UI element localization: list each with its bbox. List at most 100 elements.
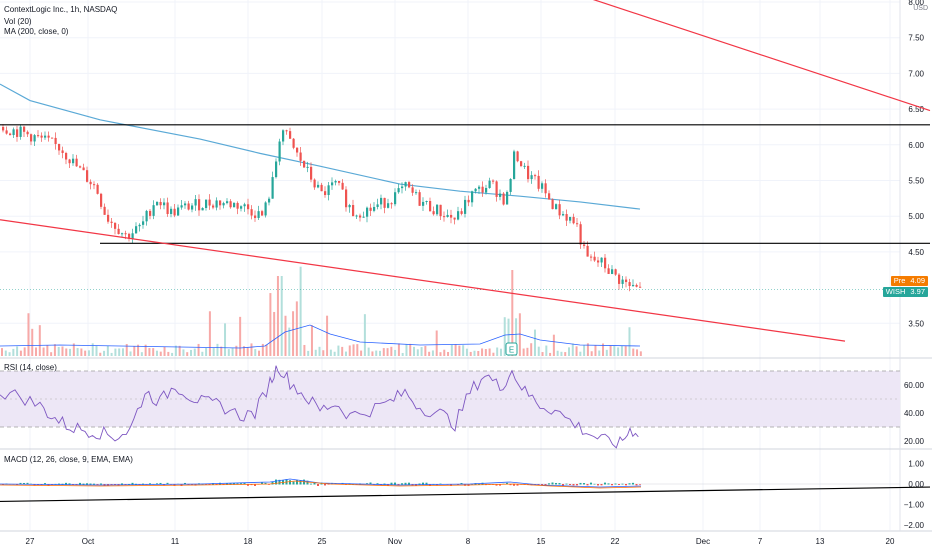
volume-bar bbox=[371, 351, 374, 356]
volume-bar bbox=[511, 270, 514, 356]
candle-body bbox=[170, 208, 173, 215]
volume-bar bbox=[386, 348, 389, 356]
volume-bar bbox=[57, 346, 60, 356]
volume-bar bbox=[344, 351, 347, 356]
volume-bar bbox=[121, 348, 124, 356]
candle-body bbox=[114, 222, 117, 229]
volume-bar bbox=[284, 315, 287, 356]
macd-histogram-bar bbox=[604, 482, 606, 485]
candle-body bbox=[383, 197, 386, 208]
macd-histogram-bar bbox=[572, 484, 575, 486]
candle-body bbox=[9, 133, 12, 136]
macd-histogram-bar bbox=[114, 484, 116, 485]
candle-body bbox=[292, 138, 295, 148]
volume-bar bbox=[590, 351, 593, 356]
candle-body bbox=[390, 203, 393, 205]
volume-bar bbox=[568, 347, 570, 356]
candle-body bbox=[68, 159, 71, 164]
candle-body bbox=[579, 224, 582, 245]
candle-body bbox=[432, 211, 435, 215]
volume-bar bbox=[137, 344, 140, 356]
volume-bar bbox=[541, 352, 544, 356]
pre-market-price-badge: Pre 4.09 bbox=[890, 276, 928, 286]
volume-bar bbox=[276, 276, 279, 356]
macd-histogram-bar bbox=[33, 484, 36, 486]
candle-body bbox=[485, 187, 488, 193]
volume-bar bbox=[571, 343, 574, 356]
volume-bar bbox=[303, 344, 306, 356]
candle-body bbox=[415, 192, 418, 194]
candle-body bbox=[285, 130, 288, 132]
volume-bar bbox=[583, 345, 586, 356]
macd-histogram-bar bbox=[516, 484, 519, 486]
x-axis-label: 27 bbox=[26, 537, 35, 546]
macd-histogram-bar bbox=[593, 483, 596, 485]
candle-body bbox=[243, 204, 246, 207]
candle-body bbox=[212, 205, 215, 208]
volume-bar bbox=[375, 350, 378, 356]
last-price-badge: WISH 3.97 bbox=[882, 287, 928, 297]
candle-body bbox=[110, 221, 113, 223]
candle-body bbox=[37, 135, 40, 137]
volume-bar bbox=[628, 327, 631, 356]
candle-body bbox=[439, 204, 442, 217]
candle-body bbox=[187, 203, 190, 210]
earnings-marker bbox=[505, 342, 518, 356]
volume-bar bbox=[575, 346, 578, 356]
candle-body bbox=[359, 215, 362, 218]
x-axis-label: 18 bbox=[244, 537, 253, 546]
volume-bar bbox=[125, 344, 128, 356]
candle-body bbox=[163, 202, 166, 206]
volume-bar bbox=[496, 347, 499, 356]
macd-histogram-bar bbox=[271, 481, 274, 485]
macd-histogram-bar bbox=[16, 484, 18, 486]
x-axis-label: 22 bbox=[611, 537, 620, 546]
macd-tick-label: 0.00 bbox=[908, 480, 924, 489]
macd-histogram-bar bbox=[369, 482, 372, 485]
volume-bar bbox=[530, 343, 533, 356]
candle-body bbox=[26, 131, 29, 135]
candle-body bbox=[541, 183, 544, 189]
candle-body bbox=[61, 150, 64, 153]
volume-bar bbox=[401, 352, 404, 356]
ma-legend: MA (200, close, 0) bbox=[4, 27, 69, 36]
candle-body bbox=[502, 193, 505, 205]
candle-body bbox=[250, 209, 253, 216]
candle-body bbox=[621, 279, 624, 284]
candle-body bbox=[429, 200, 432, 212]
volume-bar bbox=[1, 348, 3, 356]
last-value: 3.97 bbox=[910, 287, 925, 296]
candle-body bbox=[296, 147, 299, 153]
candle-body bbox=[597, 260, 600, 263]
volume-bar bbox=[613, 345, 616, 356]
macd-histogram-bar bbox=[100, 483, 102, 485]
macd-histogram-bar bbox=[586, 484, 589, 486]
candle-body bbox=[338, 180, 341, 183]
rsi-line bbox=[0, 365, 639, 449]
volume-bar bbox=[99, 352, 102, 356]
volume-bar bbox=[186, 352, 189, 356]
macd-histogram-bar bbox=[65, 482, 67, 485]
macd-histogram-bar bbox=[96, 484, 99, 485]
macd-histogram-bar bbox=[618, 484, 620, 485]
candle-body bbox=[327, 185, 330, 196]
volume-bar bbox=[61, 346, 64, 356]
rsi-tick-label: 40.00 bbox=[904, 409, 925, 418]
macd-histogram-bar bbox=[156, 483, 158, 485]
macd-histogram-bar bbox=[86, 483, 88, 485]
macd-histogram-bar bbox=[506, 482, 508, 485]
x-axis-label: 25 bbox=[318, 537, 327, 546]
volume-bar bbox=[197, 343, 200, 356]
volume-bar bbox=[159, 351, 162, 356]
candle-body bbox=[394, 192, 397, 205]
volume-bar bbox=[620, 345, 623, 356]
candle-body bbox=[366, 207, 369, 217]
candle-body bbox=[226, 201, 229, 204]
candle-body bbox=[191, 205, 194, 210]
candle-body bbox=[488, 180, 491, 188]
candle-body bbox=[194, 199, 197, 206]
volume-bar bbox=[492, 352, 495, 356]
volume-bar bbox=[636, 349, 639, 356]
currency-label: USD bbox=[913, 5, 928, 12]
